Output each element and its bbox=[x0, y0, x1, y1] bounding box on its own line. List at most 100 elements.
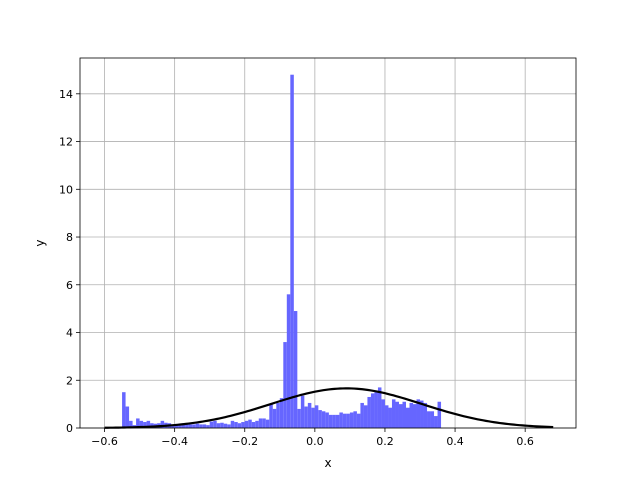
histogram-bar bbox=[437, 401, 442, 428]
histogram-bar bbox=[220, 422, 224, 428]
histogram-bar bbox=[374, 391, 378, 428]
histogram-bar bbox=[349, 412, 354, 428]
histogram-bar bbox=[311, 407, 315, 428]
y-axis-ticks: 0 2 4 6 8 10 12 14 bbox=[59, 88, 80, 435]
histogram-bar bbox=[143, 422, 147, 428]
histogram-bar bbox=[321, 411, 326, 428]
histogram-bar bbox=[427, 411, 431, 428]
histogram-bar bbox=[125, 406, 130, 428]
histogram-bar bbox=[377, 387, 382, 428]
histogram-bar bbox=[335, 414, 340, 428]
histogram-bar bbox=[286, 294, 291, 428]
y-tick-label: 6 bbox=[66, 279, 73, 292]
y-axis-label: y bbox=[33, 239, 47, 246]
x-tick-label: 0.6 bbox=[516, 435, 534, 448]
x-tick-label: −0.4 bbox=[161, 435, 188, 448]
histogram-bar bbox=[430, 411, 435, 428]
histogram-bar bbox=[434, 416, 438, 428]
x-tick-label: −0.6 bbox=[91, 435, 118, 448]
histogram-bar bbox=[202, 424, 207, 428]
histogram-bar bbox=[307, 402, 312, 428]
histogram-bar bbox=[318, 410, 322, 428]
normal-curve-line bbox=[104, 387, 554, 429]
histogram-bar bbox=[237, 423, 242, 428]
histogram-bar bbox=[304, 406, 308, 428]
histogram-bar bbox=[279, 398, 284, 428]
histogram-bar bbox=[129, 420, 133, 428]
histogram-bar bbox=[384, 405, 389, 428]
histogram-bar bbox=[181, 423, 186, 428]
histogram-bar bbox=[248, 419, 252, 428]
histogram-bar bbox=[122, 392, 126, 428]
histogram-bar bbox=[339, 412, 343, 428]
histogram-bar bbox=[413, 404, 417, 428]
histogram-bar bbox=[360, 402, 364, 428]
histogram-bar bbox=[258, 418, 263, 428]
x-axis-label: x bbox=[324, 456, 331, 470]
histogram-bar bbox=[356, 413, 361, 428]
histogram-bar bbox=[255, 420, 259, 428]
histogram-bar bbox=[420, 400, 424, 428]
histogram-bar bbox=[293, 311, 298, 428]
histogram-bar bbox=[139, 420, 144, 428]
histogram-bar bbox=[206, 425, 210, 428]
histogram-bar bbox=[346, 413, 350, 428]
histogram-bar bbox=[391, 399, 396, 428]
histogram-bar bbox=[300, 395, 305, 428]
x-tick-label: 0.2 bbox=[376, 435, 394, 448]
x-axis-ticks: −0.6 −0.4 −0.2 0.0 0.2 0.4 0.6 bbox=[91, 428, 534, 448]
histogram-bar bbox=[178, 424, 182, 428]
histogram-bar bbox=[188, 424, 193, 428]
histogram-bar bbox=[328, 414, 333, 428]
plot-frame bbox=[79, 57, 577, 429]
histogram-bar bbox=[423, 402, 428, 428]
histogram-bar bbox=[146, 420, 151, 428]
histogram-bar bbox=[227, 424, 231, 428]
histogram-bar bbox=[388, 407, 392, 428]
histogram-bar bbox=[160, 420, 165, 428]
histogram-bar bbox=[251, 422, 256, 428]
y-tick-label: 0 bbox=[66, 422, 73, 435]
histogram-bar bbox=[409, 402, 414, 428]
histogram-bar bbox=[241, 422, 245, 428]
y-tick-label: 12 bbox=[59, 136, 73, 149]
histogram-bar bbox=[272, 408, 277, 428]
x-tick-label: −0.2 bbox=[231, 435, 258, 448]
histogram-bar bbox=[216, 423, 221, 428]
histogram-bar bbox=[381, 399, 385, 428]
y-tick-label: 4 bbox=[66, 327, 73, 340]
histogram-bar bbox=[230, 420, 235, 428]
histogram-bar bbox=[297, 408, 301, 428]
histogram-bar bbox=[290, 74, 294, 428]
histogram-bar bbox=[262, 418, 266, 428]
histogram-bar bbox=[398, 404, 403, 428]
histogram-bar bbox=[213, 420, 217, 428]
histogram-bar bbox=[244, 420, 249, 428]
y-tick-label: 14 bbox=[59, 88, 73, 101]
histogram-bar bbox=[192, 424, 196, 428]
histogram-bar bbox=[314, 405, 319, 428]
histogram-bar bbox=[209, 421, 214, 428]
histogram-bar bbox=[342, 413, 347, 428]
y-tick-label: 8 bbox=[66, 231, 73, 244]
x-tick-label: 0.4 bbox=[446, 435, 464, 448]
histogram-bar bbox=[405, 407, 410, 428]
histogram-bar bbox=[370, 393, 375, 428]
x-tick-label: 0.0 bbox=[306, 435, 324, 448]
histogram-bar bbox=[283, 342, 287, 428]
histogram-bar bbox=[363, 405, 368, 428]
histogram-bar bbox=[195, 423, 200, 428]
histogram-bar bbox=[265, 419, 270, 428]
histogram-bar bbox=[136, 418, 140, 428]
histogram-bar bbox=[234, 422, 238, 428]
histogram-bar bbox=[353, 411, 357, 428]
histogram-bar bbox=[185, 423, 189, 428]
y-tick-label: 10 bbox=[59, 183, 73, 196]
histogram-bar bbox=[332, 414, 336, 428]
histogram-bar bbox=[395, 401, 399, 428]
histogram-bar bbox=[402, 401, 406, 428]
y-tick-label: 2 bbox=[66, 374, 73, 387]
